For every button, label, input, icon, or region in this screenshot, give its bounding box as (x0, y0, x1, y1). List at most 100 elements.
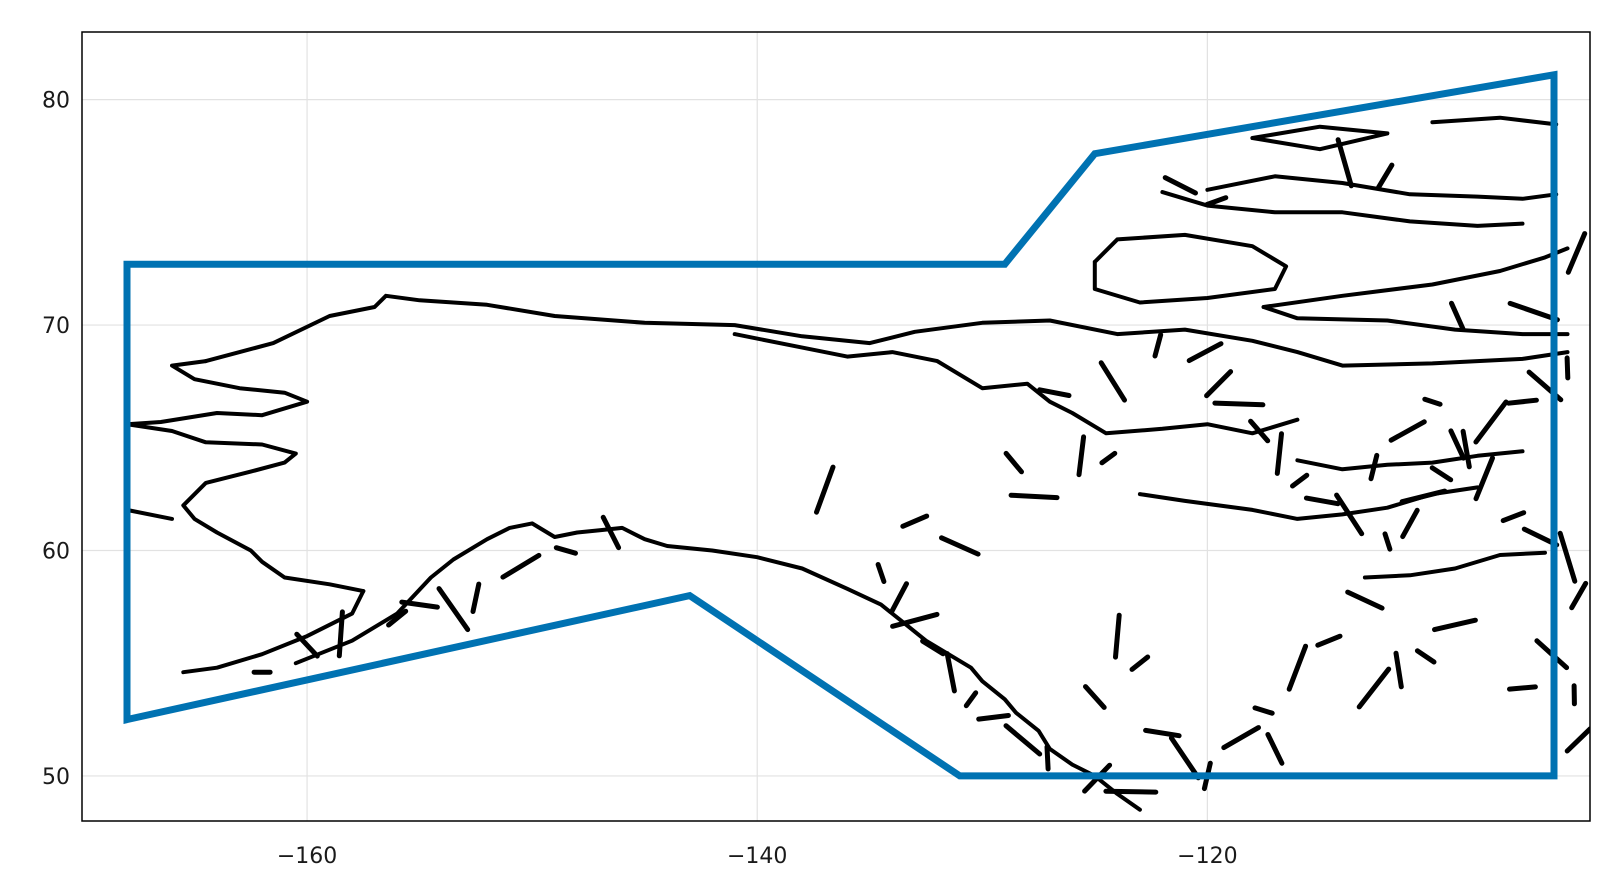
coastline-segment (1261, 246, 1570, 309)
axis-frame (81, 31, 1591, 822)
island-fragment (553, 545, 578, 556)
island-fragment (1400, 507, 1420, 540)
grid-lines (82, 32, 1590, 821)
y-tick-label: 80 (42, 89, 70, 114)
island-fragment (399, 599, 440, 610)
island-fragment (890, 611, 940, 629)
island-fragment (1099, 450, 1118, 466)
polygon-outline (123, 70, 1558, 780)
coastline-segment (1430, 115, 1559, 127)
island-fragment (1076, 434, 1087, 478)
island-fragment (1422, 396, 1443, 407)
y-tick-label: 50 (42, 765, 70, 790)
island-fragment (1129, 654, 1151, 672)
coastlines (125, 115, 1590, 812)
island-fragment (1507, 684, 1538, 692)
island-fragment (1221, 725, 1261, 751)
island-fragment (1098, 360, 1127, 403)
island-fragment (1345, 589, 1385, 611)
coastline-segment (181, 589, 366, 675)
x-tick-label: −140 (727, 844, 787, 869)
island-fragment (1335, 137, 1354, 189)
island-fragment (875, 562, 887, 584)
coastline-segment (1295, 449, 1525, 472)
island-fragment (1212, 400, 1266, 408)
island-fragment (1382, 531, 1393, 552)
island-fragment (1473, 399, 1509, 445)
coastline-segment (125, 359, 310, 427)
coastline-segment (1092, 232, 1289, 305)
island-fragment (1290, 472, 1310, 489)
island-fragment (939, 535, 981, 557)
island-fragment (1186, 341, 1224, 364)
island-fragment (1376, 162, 1395, 190)
island-fragment (1286, 643, 1309, 692)
island-fragment (1103, 788, 1159, 795)
island-fragment (1448, 428, 1466, 461)
x-tick-label: −160 (277, 844, 337, 869)
island-fragment (1204, 195, 1229, 207)
coastline-segment (1261, 305, 1570, 337)
island-fragment (294, 631, 320, 659)
island-fragment (1564, 355, 1571, 381)
island-fragment (1388, 419, 1427, 443)
coastline-segment (125, 507, 174, 521)
coastline-segment (203, 293, 1570, 368)
coastline-segment (1137, 485, 1480, 521)
island-fragment (1564, 726, 1590, 754)
island-fragment (470, 581, 482, 614)
x-tick-labels: −160 −140 −120 (277, 844, 1238, 869)
island-fragment (1368, 452, 1380, 482)
coastline-segment (1250, 124, 1390, 152)
island-fragment (386, 608, 409, 628)
island-fragment (1507, 300, 1560, 323)
region-polygon (123, 70, 1558, 780)
island-fragment (436, 586, 471, 633)
island-fragment (1432, 617, 1478, 633)
island-fragment (900, 513, 930, 529)
island-fragment (1252, 705, 1275, 716)
island-fragment (920, 638, 946, 657)
island-fragment (1565, 231, 1588, 275)
x-tick-label: −120 (1177, 844, 1237, 869)
island-fragment (1429, 465, 1454, 483)
island-fragment (1393, 650, 1404, 690)
island-fragment (1274, 431, 1284, 476)
island-fragment (1113, 612, 1122, 660)
island-fragment (976, 713, 1011, 722)
coastline-segment (1205, 174, 1559, 201)
island-fragment (1449, 300, 1466, 332)
coastline-segment (125, 422, 366, 594)
island-fragment (1334, 492, 1365, 537)
coastline-segment (293, 521, 1142, 812)
island-fragment (600, 514, 622, 551)
island-fragment (1303, 495, 1341, 507)
island-fragment (814, 464, 836, 515)
island-fragment (1315, 633, 1343, 648)
island-fragment (336, 609, 345, 659)
island-fragment (1037, 387, 1072, 398)
island-fragment (1265, 732, 1285, 766)
island-fragment (1473, 455, 1495, 502)
island-fragment (1460, 428, 1472, 470)
island-fragment (1569, 580, 1589, 611)
island-fragment (1399, 488, 1448, 505)
y-tick-labels: 50 60 70 80 (42, 89, 70, 790)
island-fragment (1248, 418, 1271, 444)
island-fragment (1506, 397, 1539, 406)
y-tick-label: 70 (42, 314, 70, 339)
island-fragment (1500, 510, 1527, 524)
island-fragment (1143, 727, 1182, 739)
coastline-segment (1362, 550, 1547, 580)
island-fragment (889, 581, 909, 615)
y-tick-label: 60 (42, 539, 70, 564)
island-fragment (1044, 744, 1051, 772)
island-fragment (1008, 492, 1060, 501)
island-fragment (1204, 369, 1234, 399)
island-fragment (1083, 684, 1107, 710)
island-fragment (944, 651, 957, 694)
island-fragment (1557, 530, 1578, 584)
island-fragment (1003, 723, 1043, 757)
island-fragment (963, 690, 979, 709)
